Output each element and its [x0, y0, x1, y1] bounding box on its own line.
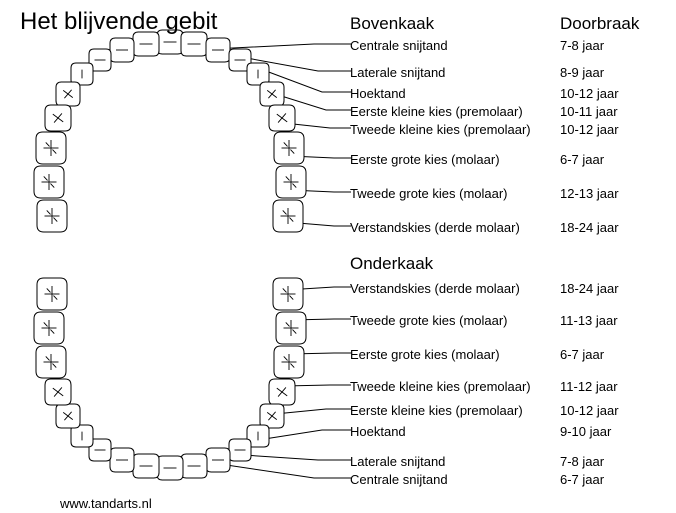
tooth-age-upper-7: 18-24 jaar [560, 220, 619, 235]
tooth-age-lower-4: 10-12 jaar [560, 403, 619, 418]
tooth-age-lower-1: 11-13 jaar [560, 313, 618, 328]
tooth-age-upper-2: 10-12 jaar [560, 86, 619, 101]
tooth-label-upper-1: Laterale snijtand [350, 65, 445, 80]
tooth-label-upper-6: Tweede grote kies (molaar) [350, 186, 508, 201]
diagram-stage: Het blijvende gebit Bovenkaak Doorbraak … [0, 0, 676, 513]
tooth-label-upper-2: Hoektand [350, 86, 406, 101]
tooth-age-upper-1: 8-9 jaar [560, 65, 604, 80]
tooth-age-upper-4: 10-12 jaar [560, 122, 619, 137]
tooth-label-lower-0: Verstandskies (derde molaar) [350, 281, 520, 296]
tooth-label-upper-4: Tweede kleine kies (premolaar) [350, 122, 531, 137]
header-eruption: Doorbraak [560, 14, 639, 34]
tooth-label-lower-3: Tweede kleine kies (premolaar) [350, 379, 531, 394]
tooth-label-upper-3: Eerste kleine kies (premolaar) [350, 104, 523, 119]
tooth-label-lower-1: Tweede grote kies (molaar) [350, 313, 508, 328]
tooth-label-upper-0: Centrale snijtand [350, 38, 448, 53]
header-lower-jaw: Onderkaak [350, 254, 433, 274]
tooth-age-lower-5: 9-10 jaar [560, 424, 611, 439]
tooth-age-lower-3: 11-12 jaar [560, 379, 618, 394]
tooth-label-lower-2: Eerste grote kies (molaar) [350, 347, 500, 362]
main-title: Het blijvende gebit [20, 8, 217, 36]
tooth-age-lower-6: 7-8 jaar [560, 454, 604, 469]
tooth-age-lower-0: 18-24 jaar [560, 281, 619, 296]
tooth-label-lower-5: Hoektand [350, 424, 406, 439]
tooth-age-upper-5: 6-7 jaar [560, 152, 604, 167]
footer-url: www.tandarts.nl [60, 496, 152, 511]
tooth-label-upper-5: Eerste grote kies (molaar) [350, 152, 500, 167]
tooth-label-upper-7: Verstandskies (derde molaar) [350, 220, 520, 235]
tooth-age-lower-7: 6-7 jaar [560, 472, 604, 487]
tooth-age-lower-2: 6-7 jaar [560, 347, 604, 362]
tooth-age-upper-0: 7-8 jaar [560, 38, 604, 53]
tooth-label-lower-7: Centrale snijtand [350, 472, 448, 487]
tooth-age-upper-6: 12-13 jaar [560, 186, 619, 201]
tooth-label-lower-6: Laterale snijtand [350, 454, 445, 469]
tooth-age-upper-3: 10-11 jaar [560, 104, 618, 119]
header-upper-jaw: Bovenkaak [350, 14, 434, 34]
tooth-label-lower-4: Eerste kleine kies (premolaar) [350, 403, 523, 418]
